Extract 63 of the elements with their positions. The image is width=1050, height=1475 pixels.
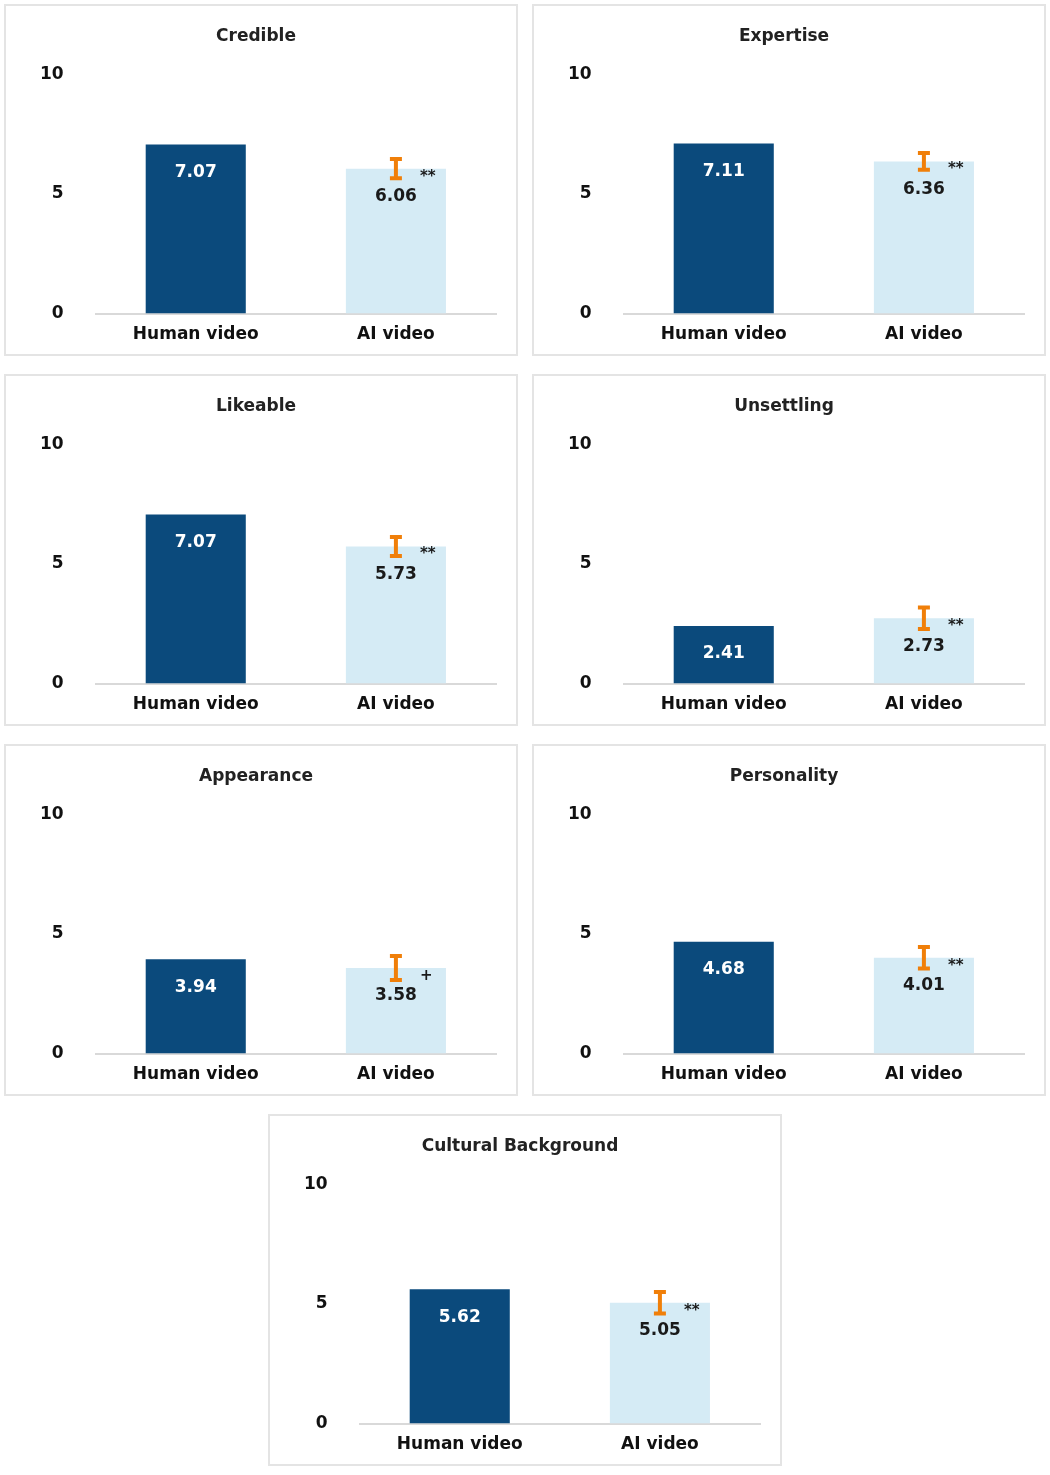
x-tick-label: Human video bbox=[660, 323, 787, 344]
x-tick-label: AI video bbox=[621, 1433, 699, 1454]
data-label: 7.11 bbox=[702, 159, 745, 180]
x-tick-label: AI video bbox=[885, 1063, 963, 1084]
y-tick-label: 5 bbox=[579, 182, 592, 203]
chart-title: Appearance bbox=[198, 764, 314, 785]
data-label: 3.94 bbox=[174, 975, 217, 996]
x-tick-label: AI video bbox=[357, 323, 435, 344]
y-tick-label: 10 bbox=[303, 1172, 328, 1193]
y-tick-label: 0 bbox=[315, 1412, 328, 1433]
x-tick-label: AI video bbox=[885, 693, 963, 714]
chart-title: Expertise bbox=[738, 24, 830, 45]
chart-title: Cultural Background bbox=[421, 1134, 619, 1155]
chart-title: Personality bbox=[729, 764, 839, 785]
data-label: 2.73 bbox=[902, 634, 945, 655]
y-tick-label: 0 bbox=[51, 302, 64, 323]
data-label: 5.05 bbox=[638, 1319, 681, 1340]
y-tick-label: 5 bbox=[51, 552, 64, 573]
data-label: 5.62 bbox=[438, 1305, 481, 1326]
chart-title: Credible bbox=[216, 24, 296, 45]
data-label: 6.06 bbox=[374, 185, 417, 206]
annotation: + bbox=[419, 965, 433, 984]
y-tick-label: 5 bbox=[579, 922, 592, 943]
annotation: ** bbox=[947, 616, 964, 635]
data-label: 2.41 bbox=[702, 642, 745, 663]
data-label: 7.07 bbox=[174, 160, 217, 181]
y-tick-label: 10 bbox=[39, 802, 64, 823]
y-tick-label: 10 bbox=[39, 62, 64, 83]
x-tick-label: Human video bbox=[660, 1063, 787, 1084]
data-label: 6.36 bbox=[902, 177, 945, 198]
y-tick-label: 5 bbox=[315, 1292, 328, 1313]
x-tick-label: Human video bbox=[132, 1063, 259, 1084]
annotation: ** bbox=[419, 166, 436, 185]
y-tick-label: 5 bbox=[579, 552, 592, 573]
y-tick-label: 10 bbox=[567, 802, 592, 823]
annotation: ** bbox=[947, 955, 964, 974]
y-tick-label: 5 bbox=[51, 182, 64, 203]
y-tick-label: 10 bbox=[567, 432, 592, 453]
annotation: ** bbox=[947, 159, 964, 178]
data-label: 4.68 bbox=[702, 958, 745, 979]
chart-title: Likeable bbox=[215, 394, 297, 415]
annotation: ** bbox=[419, 544, 436, 563]
y-tick-label: 5 bbox=[51, 922, 64, 943]
annotation: ** bbox=[683, 1300, 700, 1319]
y-tick-label: 0 bbox=[579, 302, 592, 323]
data-label: 3.58 bbox=[374, 984, 417, 1005]
x-tick-label: AI video bbox=[357, 693, 435, 714]
chart-title: Unsettling bbox=[734, 394, 834, 415]
data-label: 7.07 bbox=[174, 530, 217, 551]
y-tick-label: 0 bbox=[579, 1042, 592, 1063]
x-tick-label: Human video bbox=[132, 693, 259, 714]
y-tick-label: 10 bbox=[39, 432, 64, 453]
y-tick-label: 0 bbox=[579, 672, 592, 693]
y-tick-label: 0 bbox=[51, 672, 64, 693]
data-label: 4.01 bbox=[902, 974, 945, 995]
x-tick-label: Human video bbox=[660, 693, 787, 714]
x-tick-label: AI video bbox=[357, 1063, 435, 1084]
y-tick-label: 0 bbox=[51, 1042, 64, 1063]
x-tick-label: AI video bbox=[885, 323, 963, 344]
y-tick-label: 10 bbox=[567, 62, 592, 83]
data-label: 5.73 bbox=[374, 562, 417, 583]
x-tick-label: Human video bbox=[132, 323, 259, 344]
x-tick-label: Human video bbox=[396, 1433, 523, 1454]
